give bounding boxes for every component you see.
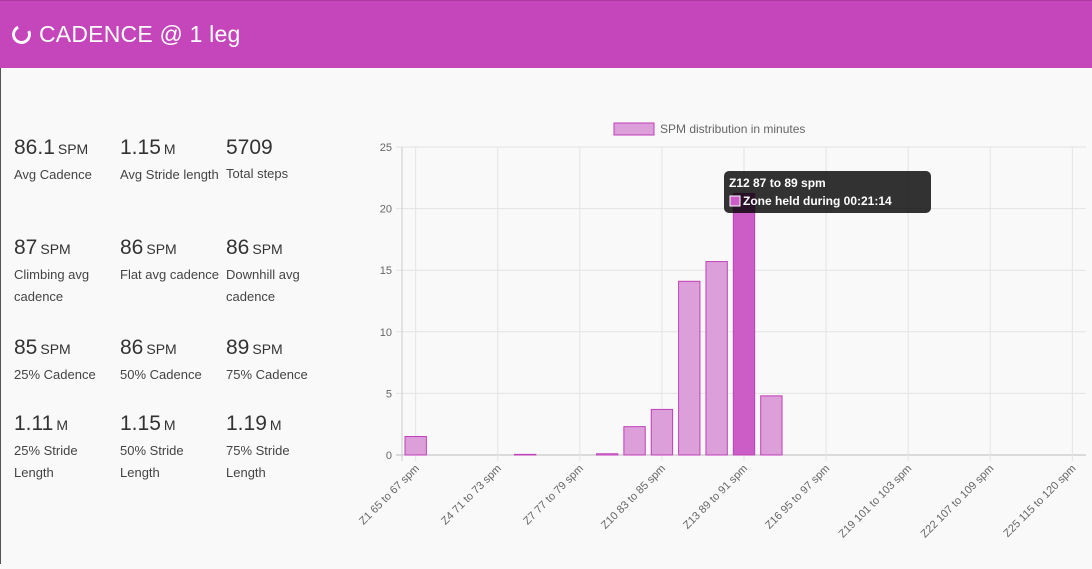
stat-unit: M <box>269 417 282 433</box>
stat-unit: SPM <box>40 341 71 357</box>
tooltip-swatch <box>729 195 741 207</box>
stat-value: 86.1 SPM <box>14 135 114 162</box>
legend-swatch <box>613 122 655 136</box>
chart-svg: 0 5 10 15 20 25 Z1 65 to 67 spm Z4 71 to 73 spm… <box>357 122 1086 541</box>
bar <box>732 192 756 456</box>
panel-border <box>0 68 1 564</box>
stat-number: 1.19 <box>226 412 267 435</box>
stat-unit: M <box>163 417 176 433</box>
stat-label: Climbing avg cadence <box>14 267 90 304</box>
stat-number: 1.15 <box>120 136 161 159</box>
stat-unit: M <box>56 417 68 433</box>
bar <box>596 453 619 456</box>
page-title: CADENCE @ 1 leg <box>39 21 241 47</box>
stat-value: 85 SPM <box>14 335 114 362</box>
page-header: CADENCE @ 1 leg <box>0 0 1092 68</box>
bar <box>678 280 701 456</box>
stat-value: 1.15 M <box>120 135 220 162</box>
x-tick-label: Z25 115 to 120 spm <box>1001 463 1078 540</box>
stat-item: 86.1 SPM Avg Cadence <box>14 135 114 186</box>
stat-label: Avg Stride length <box>120 167 219 182</box>
stat-label: 25% Stride Length <box>14 443 78 480</box>
stat-label: Downhill avg cadence <box>226 267 300 304</box>
y-tick-label: 5 <box>386 388 392 400</box>
y-tick-label: 10 <box>380 327 392 339</box>
stat-label: Avg Cadence <box>14 167 92 182</box>
stat-number: 85 <box>14 336 38 359</box>
y-tick-label: 0 <box>386 450 392 462</box>
stat-value: 86 SPM <box>120 235 220 262</box>
stat-item: 1.19 M 75% Stride Length <box>226 411 326 484</box>
stat-number: 86 <box>120 336 144 359</box>
tooltip-text: Zone held during 00:21:14 <box>743 194 892 208</box>
x-tick-label: Z13 89 to 91 spm <box>681 463 750 532</box>
stat-label: 75% Cadence <box>226 367 308 382</box>
stat-number: 89 <box>226 336 250 359</box>
stat-number: 86 <box>226 236 250 259</box>
stat-item: 89 SPM 75% Cadence <box>226 335 326 386</box>
x-tick-label: Z4 71 to 73 spm <box>439 463 504 528</box>
stat-label: Total steps <box>226 166 289 181</box>
tooltip-title: Z12 87 to 89 spm <box>729 176 826 190</box>
stat-item: 86 SPM 50% Cadence <box>120 335 220 386</box>
bar <box>404 436 427 456</box>
stat-unit: SPM <box>146 241 177 257</box>
stat-unit: SPM <box>146 341 177 357</box>
x-tick-label: Z16 95 to 97 spm <box>763 463 832 532</box>
legend-label: SPM distribution in minutes <box>660 122 805 136</box>
y-tick-label: 20 <box>380 204 392 216</box>
y-tick-label: 15 <box>380 265 392 277</box>
stat-number: 86.1 <box>14 136 55 159</box>
stat-value: 1.11 M <box>14 411 114 438</box>
stat-unit: M <box>163 141 176 157</box>
stat-value: 89 SPM <box>226 335 326 362</box>
stat-number: 1.15 <box>120 412 161 435</box>
stat-value: 86 SPM <box>120 335 220 362</box>
stat-number: 1.11 <box>14 412 54 435</box>
tooltip <box>724 171 931 213</box>
stat-value: 1.19 M <box>226 411 326 438</box>
bar <box>513 453 537 456</box>
stat-item: 87 SPM Climbing avg cadence <box>14 235 114 308</box>
stat-item: 5709 Total steps <box>226 135 326 185</box>
y-tick-label: 25 <box>380 142 392 154</box>
bar <box>623 426 646 456</box>
stat-item: 1.15 M Avg Stride length <box>120 135 220 186</box>
x-tick-label: Z22 107 to 109 spm <box>919 463 997 541</box>
stat-unit: SPM <box>252 241 283 257</box>
stat-value: 1.15 M <box>120 411 220 438</box>
stat-item: 86 SPM Flat avg cadence <box>120 235 220 286</box>
stat-label: 75% Stride Length <box>226 443 290 480</box>
bar <box>705 261 728 456</box>
cadence-chart: 0 5 10 15 20 25 Z1 65 to 67 spm Z4 71 to 73 spm… <box>350 110 1092 564</box>
bar <box>760 395 783 456</box>
stat-label: 25% Cadence <box>14 367 96 382</box>
stat-unit: SPM <box>57 141 89 157</box>
stat-item: 1.11 M 25% Stride Length <box>14 411 114 484</box>
x-tick-label: Z7 77 to 79 spm <box>521 463 586 528</box>
x-tick-label: Z1 65 to 67 spm <box>357 463 422 528</box>
x-tick-label: Z10 83 to 85 spm <box>599 463 668 532</box>
stat-number: 87 <box>14 236 38 259</box>
stat-item: 86 SPM Downhill avg cadence <box>226 235 326 308</box>
stat-item: 85 SPM 25% Cadence <box>14 335 114 386</box>
x-tick-label: Z19 101 to 103 spm <box>837 463 915 541</box>
stat-label: 50% Stride Length <box>120 443 184 480</box>
stat-unit: SPM <box>40 241 71 257</box>
ring-icon <box>9 22 34 47</box>
stat-value: 5709 <box>226 135 326 161</box>
stat-unit: SPM <box>252 341 283 357</box>
stat-number: 5709 <box>226 136 273 159</box>
stat-value: 87 SPM <box>14 235 114 262</box>
bar <box>650 408 674 456</box>
stat-item: 1.15 M 50% Stride Length <box>120 411 220 484</box>
stat-value: 86 SPM <box>226 235 326 262</box>
stat-label: Flat avg cadence <box>120 267 220 282</box>
stat-number: 86 <box>120 236 144 259</box>
stat-label: 50% Cadence <box>120 367 202 382</box>
